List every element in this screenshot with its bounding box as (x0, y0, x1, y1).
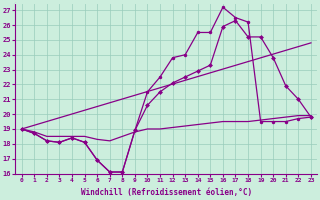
X-axis label: Windchill (Refroidissement éolien,°C): Windchill (Refroidissement éolien,°C) (81, 188, 252, 197)
